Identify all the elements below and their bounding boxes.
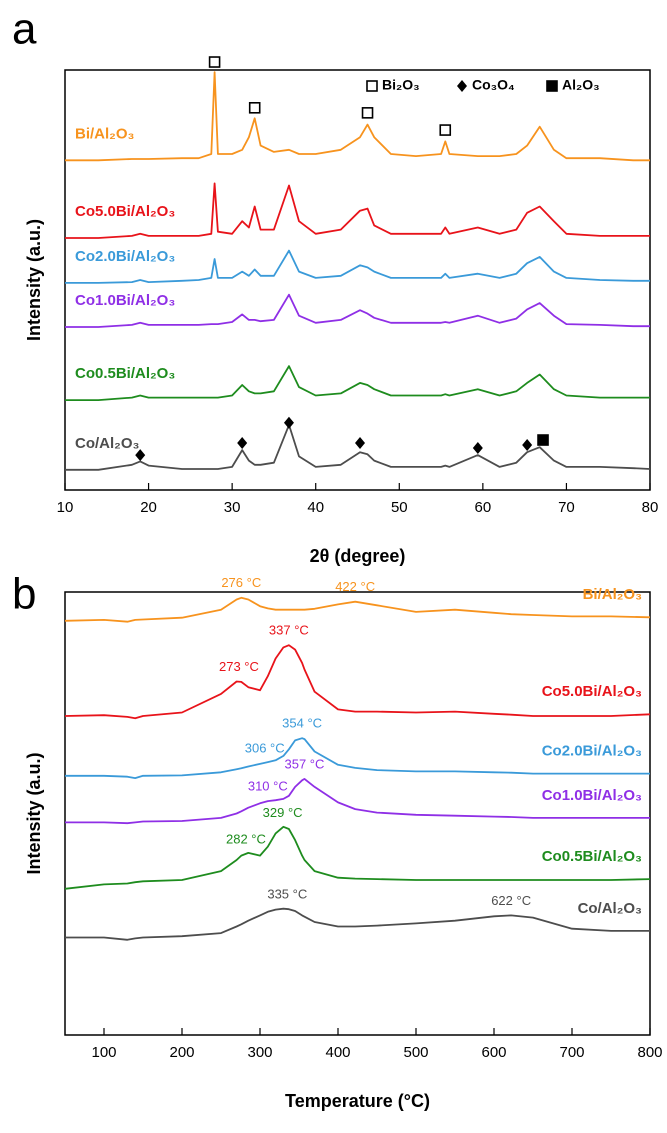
x-tick-label: 10 xyxy=(57,499,74,516)
phase-marker xyxy=(237,436,248,449)
peak-label: 310 °C xyxy=(248,779,288,794)
x-tick-label: 700 xyxy=(559,1044,584,1061)
x-tick-label: 80 xyxy=(642,499,659,516)
plot-frame xyxy=(64,591,651,1036)
legend-marker xyxy=(546,80,558,92)
x-tick-label: 300 xyxy=(247,1044,272,1061)
phase-marker xyxy=(361,107,374,119)
peak-label: 622 °C xyxy=(491,893,531,908)
series-line xyxy=(65,365,650,401)
x-tick-label: 500 xyxy=(403,1044,428,1061)
legend-label: Bi₂O₃ xyxy=(382,77,420,93)
series-line xyxy=(65,182,650,239)
phase-marker xyxy=(135,449,146,462)
peak-label: 335 °C xyxy=(267,886,307,901)
x-axis-label: 2θ (degree) xyxy=(310,546,406,566)
plot-frame xyxy=(64,69,651,491)
legend-marker xyxy=(366,80,378,92)
phase-marker xyxy=(283,416,294,429)
legend-label: Al₂O₃ xyxy=(562,77,600,93)
series-line xyxy=(65,424,651,471)
x-tick-label: 800 xyxy=(637,1044,662,1061)
x-tick-label: 40 xyxy=(307,499,324,516)
y-axis-label: Intensity (a.u.) xyxy=(24,219,44,341)
series-label: Co1.0Bi/Al₂O₃ xyxy=(75,292,175,309)
series-line xyxy=(64,825,651,890)
panel-letter: b xyxy=(12,570,36,619)
series-label: Co1.0Bi/Al₂O₃ xyxy=(542,787,642,804)
panel-letter: a xyxy=(12,5,37,54)
series-label: Co0.5Bi/Al₂O₃ xyxy=(75,365,175,382)
series-line xyxy=(65,71,650,162)
peak-label: 273 °C xyxy=(219,659,259,674)
x-tick-label: 600 xyxy=(481,1044,506,1061)
peak-label: 354 °C xyxy=(282,716,322,731)
series-label: Co0.5Bi/Al₂O₃ xyxy=(542,848,642,865)
x-tick-label: 100 xyxy=(91,1044,116,1061)
series-label: Co/Al₂O₃ xyxy=(578,900,642,917)
series-label: Co2.0Bi/Al₂O₃ xyxy=(75,248,175,265)
x-tick-label: 30 xyxy=(224,499,241,516)
series-line xyxy=(65,249,650,284)
series-label: Bi/Al₂O₃ xyxy=(583,586,643,603)
series-label: Bi/Al₂O₃ xyxy=(75,125,135,142)
series-line xyxy=(65,737,650,779)
legend-label: Co₃O₄ xyxy=(472,77,515,93)
series-line xyxy=(65,907,650,941)
peak-label: 306 °C xyxy=(245,740,285,755)
series-label: Co2.0Bi/Al₂O₃ xyxy=(542,743,642,760)
series-label: Co5.0Bi/Al₂O₃ xyxy=(75,203,175,220)
x-tick-label: 50 xyxy=(391,499,408,516)
x-tick-label: 60 xyxy=(475,499,492,516)
peak-label: 276 °C xyxy=(221,575,261,590)
peak-label: 422 °C xyxy=(335,579,375,594)
series-label: Co/Al₂O₃ xyxy=(75,435,139,452)
phase-marker xyxy=(248,102,261,114)
peak-label: 282 °C xyxy=(226,831,266,846)
x-tick-label: 200 xyxy=(169,1044,194,1061)
x-tick-label: 400 xyxy=(325,1044,350,1061)
x-tick-label: 20 xyxy=(140,499,157,516)
phase-marker xyxy=(522,439,533,452)
series-line xyxy=(64,644,651,720)
phase-marker xyxy=(472,442,483,454)
series-line xyxy=(64,596,651,623)
legend-marker xyxy=(457,80,467,92)
peak-label: 329 °C xyxy=(263,805,303,820)
x-tick-label: 70 xyxy=(558,499,575,516)
peak-label: 357 °C xyxy=(285,756,325,771)
series-label: Co5.0Bi/Al₂O₃ xyxy=(542,683,642,700)
phase-marker xyxy=(208,56,221,68)
phase-marker xyxy=(537,434,549,446)
x-axis-label: Temperature (°C) xyxy=(285,1091,430,1111)
phase-marker xyxy=(439,124,452,136)
phase-marker xyxy=(355,436,366,449)
series-line xyxy=(65,778,650,825)
peak-label: 337 °C xyxy=(269,623,309,638)
y-axis-label: Intensity (a.u.) xyxy=(24,752,44,874)
series-line xyxy=(65,293,650,328)
